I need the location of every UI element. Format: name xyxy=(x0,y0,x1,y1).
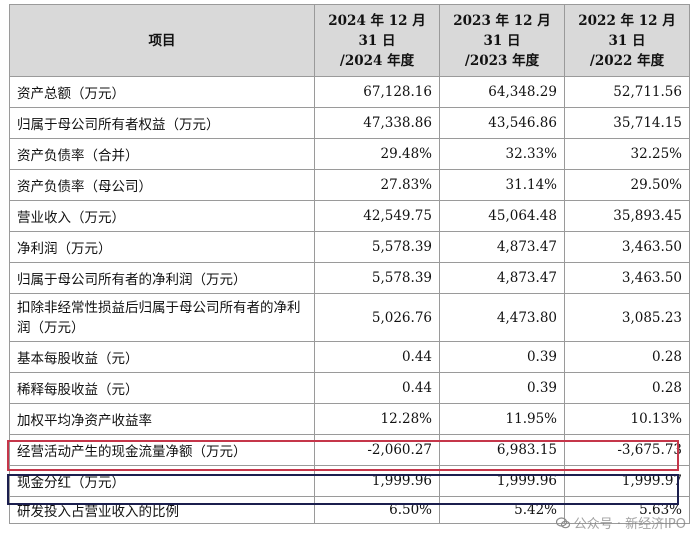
row-label: 扣除非经常性损益后归属于母公司所有者的净利润（万元） xyxy=(9,293,315,342)
row-label: 净利润（万元） xyxy=(9,231,315,263)
row-label: 资产总额（万元） xyxy=(9,76,315,108)
value-2022: 3,463.50 xyxy=(564,262,690,294)
value-2023: 4,873.47 xyxy=(439,262,565,294)
row-label: 归属于母公司所有者的净利润（万元） xyxy=(9,262,315,294)
financial-data-table: 项目 2024 年 12 月 31 日 /2024 年度 2023 年 12 月… xyxy=(9,4,690,524)
row-label: 资产负债率（合并） xyxy=(9,138,315,170)
value-2023: 5.42% xyxy=(439,496,565,524)
value-2023: 64,348.29 xyxy=(439,76,565,108)
table-row: 加权平均净资产收益率 12.28% 11.95% 10.13% xyxy=(9,403,690,435)
table-row: 资产总额（万元） 67,128.16 64,348.29 52,711.56 xyxy=(9,76,690,108)
table-header-row: 项目 2024 年 12 月 31 日 /2024 年度 2023 年 12 月… xyxy=(9,4,690,77)
value-2024: 5,026.76 xyxy=(314,293,440,342)
value-2023: 11.95% xyxy=(439,403,565,435)
value-2024: 6.50% xyxy=(314,496,440,524)
value-2023: 45,064.48 xyxy=(439,200,565,232)
value-2024: 67,128.16 xyxy=(314,76,440,108)
value-2022: 32.25% xyxy=(564,138,690,170)
cash-flow-highlight-box xyxy=(7,440,679,471)
wechat-icon xyxy=(555,516,570,529)
value-2023: 4,473.80 xyxy=(439,293,565,342)
value-2022: 10.13% xyxy=(564,403,690,435)
value-2023: 32.33% xyxy=(439,138,565,170)
value-2023: 4,873.47 xyxy=(439,231,565,263)
row-label: 研发投入占营业收入的比例 xyxy=(9,496,315,524)
header-2023: 2023 年 12 月 31 日 /2023 年度 xyxy=(439,4,565,77)
value-2024: 0.44 xyxy=(314,372,440,404)
table-row: 营业收入（万元） 42,549.75 45,064.48 35,893.45 xyxy=(9,200,690,232)
row-label: 基本每股收益（元） xyxy=(9,341,315,373)
table-row: 资产负债率（母公司） 27.83% 31.14% 29.50% xyxy=(9,169,690,201)
row-label: 加权平均净资产收益率 xyxy=(9,403,315,435)
table-row: 归属于母公司所有者的净利润（万元） 5,578.39 4,873.47 3,46… xyxy=(9,262,690,294)
value-2023: 0.39 xyxy=(439,341,565,373)
table-row: 净利润（万元） 5,578.39 4,873.47 3,463.50 xyxy=(9,231,690,263)
row-label: 归属于母公司所有者权益（万元） xyxy=(9,107,315,139)
header-item: 项目 xyxy=(9,4,315,77)
table-row: 归属于母公司所有者权益（万元） 47,338.86 43,546.86 35,7… xyxy=(9,107,690,139)
value-2022: 29.50% xyxy=(564,169,690,201)
value-2022: 3,463.50 xyxy=(564,231,690,263)
row-label: 营业收入（万元） xyxy=(9,200,315,232)
value-2024: 0.44 xyxy=(314,341,440,373)
value-2022: 0.28 xyxy=(564,372,690,404)
dividend-highlight-box xyxy=(7,474,679,505)
table-row: 稀释每股收益（元） 0.44 0.39 0.28 xyxy=(9,372,690,404)
value-2024: 42,549.75 xyxy=(314,200,440,232)
row-label: 稀释每股收益（元） xyxy=(9,372,315,404)
value-2024: 5,578.39 xyxy=(314,231,440,263)
watermark-text: 公众号 · 新经济IPO xyxy=(573,517,686,532)
value-2023: 6,983.15 xyxy=(439,434,565,466)
value-2022: 3,085.23 xyxy=(564,293,690,342)
row-label: 资产负债率（母公司） xyxy=(9,169,315,201)
table-row: 基本每股收益（元） 0.44 0.39 0.28 xyxy=(9,341,690,373)
value-2024: 5,578.39 xyxy=(314,262,440,294)
value-2022: 5.63% xyxy=(564,496,690,524)
table-row: 研发投入占营业收入的比例 6.50% 5.42% 5.63% xyxy=(9,496,690,524)
value-2024: 47,338.86 xyxy=(314,107,440,139)
table-row: 资产负债率（合并） 29.48% 32.33% 32.25% xyxy=(9,138,690,170)
watermark: 公众号 · 新经济IPO xyxy=(555,513,686,532)
table-row: 扣除非经常性损益后归属于母公司所有者的净利润（万元） 5,026.76 4,47… xyxy=(9,293,690,342)
value-2022: 0.28 xyxy=(564,341,690,373)
value-2023: 43,546.86 xyxy=(439,107,565,139)
header-2022: 2022 年 12 月 31 日 /2022 年度 xyxy=(564,4,690,77)
value-2023: 31.14% xyxy=(439,169,565,201)
value-2022: 35,714.15 xyxy=(564,107,690,139)
header-2024: 2024 年 12 月 31 日 /2024 年度 xyxy=(314,4,440,77)
value-2024: 27.83% xyxy=(314,169,440,201)
value-2022: 35,893.45 xyxy=(564,200,690,232)
value-2024: 29.48% xyxy=(314,138,440,170)
value-2024: 12.28% xyxy=(314,403,440,435)
value-2022: 52,711.56 xyxy=(564,76,690,108)
value-2023: 0.39 xyxy=(439,372,565,404)
